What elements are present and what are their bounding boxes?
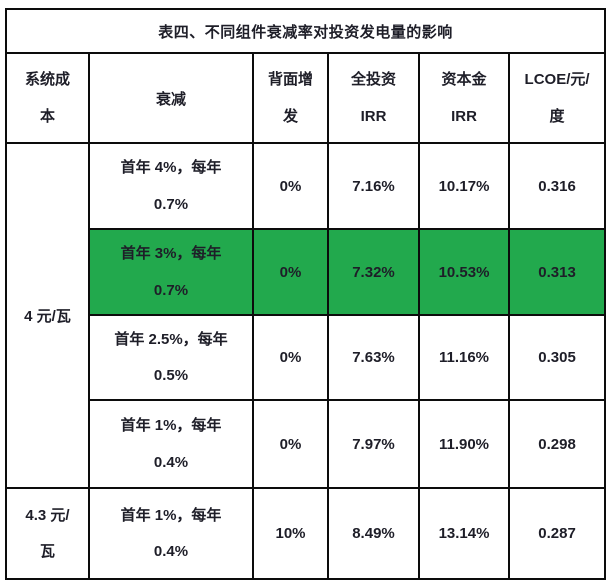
table-row-title: 表四、不同组件衰减率对投资发电量的影响 xyxy=(4,8,607,54)
cell-capital-irr: 11.90% xyxy=(418,399,510,489)
header-lcoe-text: LCOE/元/ 度 xyxy=(511,55,603,141)
decay-line: 首年 4%，每年 xyxy=(120,159,222,177)
header-full-investment-irr-text: 全投资 IRR xyxy=(330,55,417,141)
cell-decay: 首年 1%，每年 0.4% xyxy=(88,487,254,580)
cell-system-cost-4-3yuan: 4.3 元/ 瓦 xyxy=(5,487,90,580)
header-full-investment-irr: 全投资 IRR xyxy=(327,52,420,144)
decay-line: 首年 3%，每年 xyxy=(120,245,222,263)
header-system-cost-text: 系统成 本 xyxy=(8,55,87,141)
degradation-impact-table: 表四、不同组件衰减率对投资发电量的影响 系统成 本 衰减 背面增 发 全投资 I… xyxy=(4,8,607,580)
cost-line: 瓦 xyxy=(39,543,55,560)
table-row-header: 系统成 本 衰减 背面增 发 全投资 IRR 资本金 IRR xyxy=(5,52,607,144)
header-system-cost: 系统成 本 xyxy=(5,52,90,144)
header-line: 全投资 xyxy=(350,71,396,89)
cell-rear-gain: 0% xyxy=(252,399,329,489)
decay-line: 首年 2.5%，每年 xyxy=(114,330,228,348)
header-line: IRR xyxy=(360,107,387,125)
cell-rear-gain: 0% xyxy=(252,142,329,230)
header-capital-irr: 资本金 IRR xyxy=(418,52,510,144)
cell-full-irr: 7.97% xyxy=(327,399,420,489)
decay-line: 0.4% xyxy=(153,543,189,560)
cell-full-irr: 8.49% xyxy=(327,487,420,580)
cell-lcoe: 0.313 xyxy=(507,228,607,316)
header-line: LCOE/元/ xyxy=(524,71,590,89)
cell-capital-irr: 13.14% xyxy=(418,487,510,580)
header-line: IRR xyxy=(451,107,477,125)
cell-lcoe: 0.316 xyxy=(507,142,607,230)
header-line: 本 xyxy=(39,107,55,125)
table-row-highlighted: 首年 3%，每年 0.7% 0% 7.32% 10.53% 0.313 xyxy=(6,228,607,316)
decay-line: 首年 1%，每年 xyxy=(120,417,222,435)
decay-text: 首年 4%，每年 0.7% xyxy=(91,145,251,227)
cell-system-cost-4yuan: 4 元/瓦 xyxy=(5,142,90,489)
header-line: 背面增 xyxy=(267,71,313,89)
table-title: 表四、不同组件衰减率对投资发电量的影响 xyxy=(4,8,607,54)
cost-line: 4.3 元/ xyxy=(25,506,70,524)
header-line: 系统成 xyxy=(24,71,70,89)
header-line: 衰减 xyxy=(155,90,186,108)
decay-line: 0.5% xyxy=(153,367,189,384)
decay-text: 首年 3%，每年 0.7% xyxy=(91,231,251,313)
cell-rear-gain: 0% xyxy=(252,314,329,401)
cell-decay: 首年 3%，每年 0.7% xyxy=(88,228,254,316)
decay-text: 首年 1%，每年 0.4% xyxy=(91,490,251,577)
cell-full-irr: 7.63% xyxy=(327,314,420,401)
decay-line: 0.7% xyxy=(153,195,189,213)
decay-line: 0.7% xyxy=(153,281,189,299)
header-capital-irr-text: 资本金 IRR xyxy=(421,55,507,141)
decay-text: 首年 1%，每年 0.4% xyxy=(91,402,251,486)
decay-line: 0.4% xyxy=(153,453,189,471)
decay-line: 首年 1%，每年 xyxy=(120,506,222,524)
cell-decay: 首年 1%，每年 0.4% xyxy=(88,399,254,489)
cell-rear-gain: 10% xyxy=(252,487,329,580)
decay-text: 首年 2.5%，每年 0.5% xyxy=(91,317,251,398)
cost-label: 4 元/瓦 xyxy=(24,308,71,325)
header-lcoe: LCOE/元/ 度 xyxy=(507,52,607,144)
cell-capital-irr: 10.17% xyxy=(418,142,510,230)
cell-decay: 首年 2.5%，每年 0.5% xyxy=(88,314,254,401)
cell-lcoe: 0.287 xyxy=(507,487,607,580)
cell-lcoe: 0.298 xyxy=(507,399,607,489)
header-line: 资本金 xyxy=(441,71,487,89)
cell-full-irr: 7.16% xyxy=(327,142,420,230)
table-row: 4 元/瓦 首年 4%，每年 0.7% 0% 7.16% 10.17% 0.31… xyxy=(5,142,607,489)
cell-rear-gain: 0% xyxy=(252,228,329,316)
cell-full-irr: 7.32% xyxy=(327,228,420,316)
cost-text: 4.3 元/ 瓦 xyxy=(8,490,87,577)
cell-decay: 首年 4%，每年 0.7% xyxy=(88,142,254,230)
header-rear-gain: 背面增 发 xyxy=(252,52,329,144)
cell-capital-irr: 10.53% xyxy=(418,228,510,316)
header-line: 度 xyxy=(549,107,565,125)
table-row: 首年 2.5%，每年 0.5% 0% 7.63% 11.16% 0.305 xyxy=(6,314,607,401)
table-row: 4.3 元/ 瓦 首年 1%，每年 0.4% 10% 8.49% 13.14% … xyxy=(5,487,607,580)
cell-capital-irr: 11.16% xyxy=(418,314,510,401)
cell-lcoe: 0.305 xyxy=(507,314,607,401)
header-line: 发 xyxy=(282,107,298,125)
header-rear-gain-text: 背面增 发 xyxy=(255,55,326,141)
table-row: 首年 1%，每年 0.4% 0% 7.97% 11.90% 0.298 xyxy=(6,399,607,489)
header-decay: 衰减 xyxy=(88,52,254,144)
